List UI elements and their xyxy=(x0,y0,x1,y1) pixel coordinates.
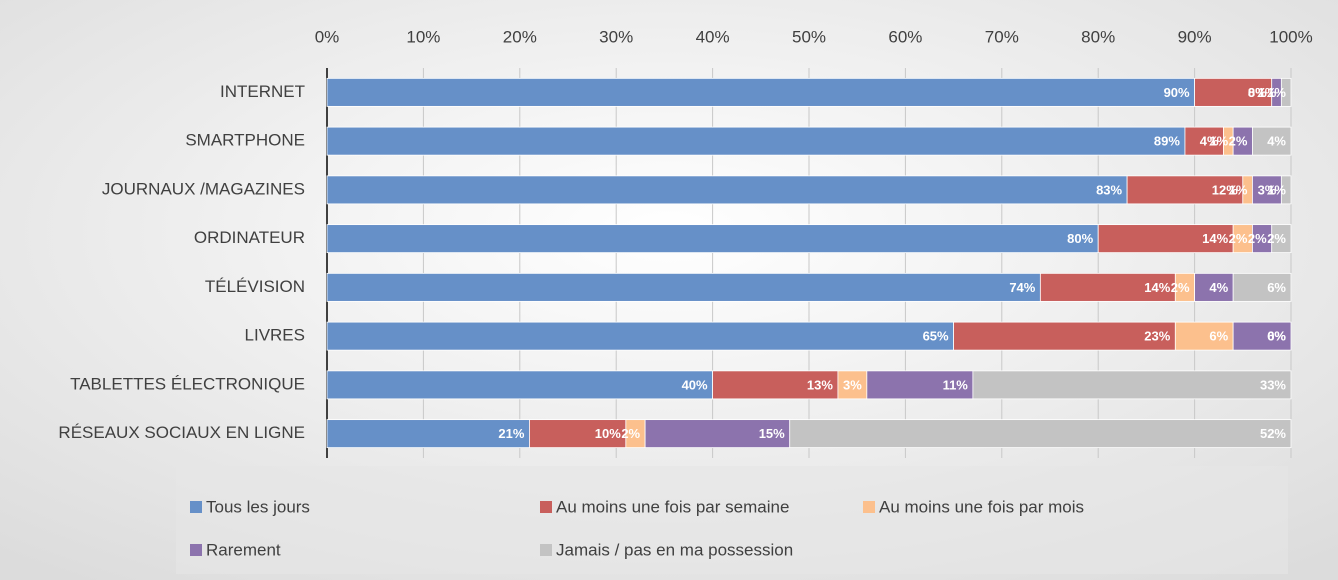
bar-segment xyxy=(529,419,627,449)
y-tick-label: JOURNAUX /MAGAZINES xyxy=(102,179,305,198)
x-tick-label: 100% xyxy=(1269,27,1312,46)
bar-segment xyxy=(326,77,1195,107)
data-label: 1% xyxy=(1209,134,1228,149)
y-tick-label: TÉLÉVISION xyxy=(205,277,305,296)
data-label: 2% xyxy=(621,426,640,441)
legend-box xyxy=(176,466,1288,574)
x-tick-label: 40% xyxy=(696,27,730,46)
data-label: 10% xyxy=(595,426,621,441)
data-label: 6% xyxy=(1267,329,1286,344)
y-tick-label: RÉSEAUX SOCIAUX EN LIGNE xyxy=(58,423,305,442)
data-label: 12% xyxy=(1212,182,1238,197)
legend-label: Jamais / pas en ma possession xyxy=(556,540,793,559)
data-label: 2% xyxy=(1267,231,1286,246)
bar-segment xyxy=(1097,224,1234,254)
data-label: 90% xyxy=(1164,85,1190,100)
data-label: 4% xyxy=(1209,280,1228,295)
bar-segment xyxy=(326,175,1128,205)
y-tick-label: TABLETTES ÉLECTRONIQUE xyxy=(70,374,305,393)
bar-segment xyxy=(326,126,1186,156)
y-tick-label: ORDINATEUR xyxy=(194,228,305,247)
legend-swatch xyxy=(190,501,202,513)
data-label: 89% xyxy=(1154,134,1180,149)
data-label: 74% xyxy=(1009,280,1035,295)
data-label: 6% xyxy=(1267,280,1286,295)
data-label: 1% xyxy=(1229,182,1248,197)
data-label: 2% xyxy=(1248,231,1267,246)
data-label: 2% xyxy=(1229,231,1248,246)
bar-segment xyxy=(326,419,530,449)
x-tick-label: 20% xyxy=(503,27,537,46)
legend-swatch xyxy=(863,501,875,513)
data-label: 1% xyxy=(1267,182,1286,197)
data-label: 52% xyxy=(1260,426,1286,441)
data-label: 1% xyxy=(1258,85,1277,100)
data-label: 80% xyxy=(1067,231,1093,246)
bar-segment xyxy=(1174,321,1234,351)
data-label: 83% xyxy=(1096,182,1122,197)
y-tick-label: SMARTPHONE xyxy=(185,131,305,150)
legend-label: Tous les jours xyxy=(206,497,310,516)
legend-label: Au moins une fois par semaine xyxy=(556,497,789,516)
data-label: 4% xyxy=(1267,134,1286,149)
bar-segment xyxy=(1271,224,1292,254)
bar-segment xyxy=(1280,77,1292,107)
bar-segment xyxy=(1194,77,1273,107)
data-label: 2% xyxy=(1229,134,1248,149)
data-label: 1% xyxy=(1267,85,1286,100)
bar-segment xyxy=(326,370,714,400)
x-tick-label: 50% xyxy=(792,27,826,46)
bar-segment xyxy=(326,224,1099,254)
x-tick-label: 60% xyxy=(888,27,922,46)
bar-segment xyxy=(1232,321,1292,351)
legend-swatch xyxy=(540,501,552,513)
data-label: 65% xyxy=(923,329,949,344)
bar-segment xyxy=(972,370,1292,400)
legend-label: Rarement xyxy=(206,540,281,559)
data-label: 6% xyxy=(1209,329,1228,344)
data-label: 21% xyxy=(498,426,524,441)
bar-segment xyxy=(1126,175,1244,205)
data-label: 2% xyxy=(1171,280,1190,295)
data-label: 8% xyxy=(1248,85,1267,100)
data-label: 3% xyxy=(1258,182,1277,197)
data-label: 13% xyxy=(807,377,833,392)
legend-swatch xyxy=(540,544,552,556)
x-tick-label: 80% xyxy=(1081,27,1115,46)
x-tick-label: 0% xyxy=(315,27,340,46)
data-label: 4% xyxy=(1200,134,1219,149)
bar-segment xyxy=(1280,175,1292,205)
data-label: 0% xyxy=(1267,329,1286,344)
bar-segment xyxy=(1184,126,1224,156)
x-tick-label: 10% xyxy=(406,27,440,46)
data-label: 23% xyxy=(1144,329,1170,344)
x-tick-label: 30% xyxy=(599,27,633,46)
legend-label: Au moins une fois par mois xyxy=(879,497,1084,516)
bar-segment xyxy=(837,370,868,400)
bar-segment xyxy=(326,321,954,351)
legend-swatch xyxy=(190,544,202,556)
data-label: 15% xyxy=(759,426,785,441)
bar-segment xyxy=(789,419,1292,449)
bar-segment xyxy=(644,419,791,449)
bar-segment xyxy=(1232,272,1292,302)
data-label: 33% xyxy=(1260,377,1286,392)
x-tick-label: 70% xyxy=(985,27,1019,46)
data-label: 14% xyxy=(1202,231,1228,246)
bar-segment xyxy=(326,272,1041,302)
y-tick-label: LIVRES xyxy=(245,326,305,345)
x-tick-label: 90% xyxy=(1178,27,1212,46)
bar-segment xyxy=(1252,175,1282,205)
y-tick-label: INTERNET xyxy=(220,82,305,101)
data-label: 40% xyxy=(682,377,708,392)
data-label: 0% xyxy=(1248,85,1267,100)
data-label: 14% xyxy=(1144,280,1170,295)
bar-segment xyxy=(953,321,1176,351)
data-label: 11% xyxy=(943,377,969,392)
bar-segment xyxy=(1252,126,1292,156)
data-label: 3% xyxy=(843,377,862,392)
